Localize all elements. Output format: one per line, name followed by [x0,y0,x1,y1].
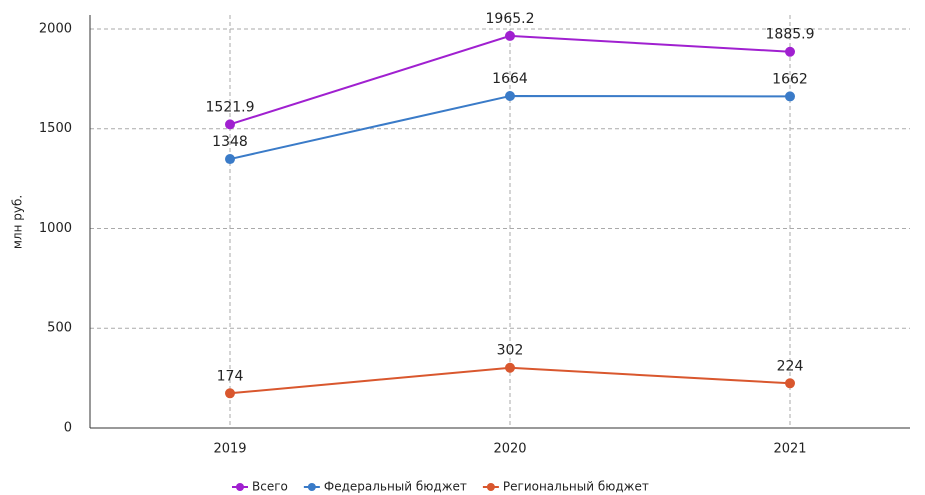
legend-marker [236,483,244,491]
x-tick-label: 2019 [213,442,246,457]
data-point [505,30,515,41]
data-label: 1348 [212,134,248,150]
data-point [785,378,795,389]
data-label: 1521.9 [206,99,255,115]
data-label: 1885.9 [766,27,815,43]
data-point [225,154,235,165]
y-tick-label: 0 [64,421,72,436]
data-label: 1662 [772,71,808,87]
data-point [225,388,235,399]
data-label: 1965.2 [486,11,535,27]
legend-label: Всего [252,480,288,494]
data-label: 1664 [492,71,528,87]
data-label: 224 [777,358,804,374]
data-point [225,119,235,130]
y-tick-label: 1000 [39,221,72,236]
legend-marker [486,483,495,491]
y-tick-label: 2000 [39,21,72,36]
x-tick-label: 2020 [493,442,526,457]
y-tick-label: 500 [47,321,72,336]
x-tick-label: 2021 [773,442,806,457]
data-point [785,91,795,102]
legend-marker [307,483,316,491]
y-tick-label: 1500 [39,121,72,136]
data-point [505,362,515,373]
data-label: 174 [217,368,244,384]
data-point [785,46,795,57]
data-point [505,91,515,102]
legend-label: Региональный бюджет [503,480,649,494]
data-label: 302 [497,343,524,359]
legend: Всего Федеральный бюджет Региональный бюдж… [232,480,649,494]
legend-label: Федеральный бюджет [324,480,467,494]
y-axis-label: млн руб. [11,195,25,249]
